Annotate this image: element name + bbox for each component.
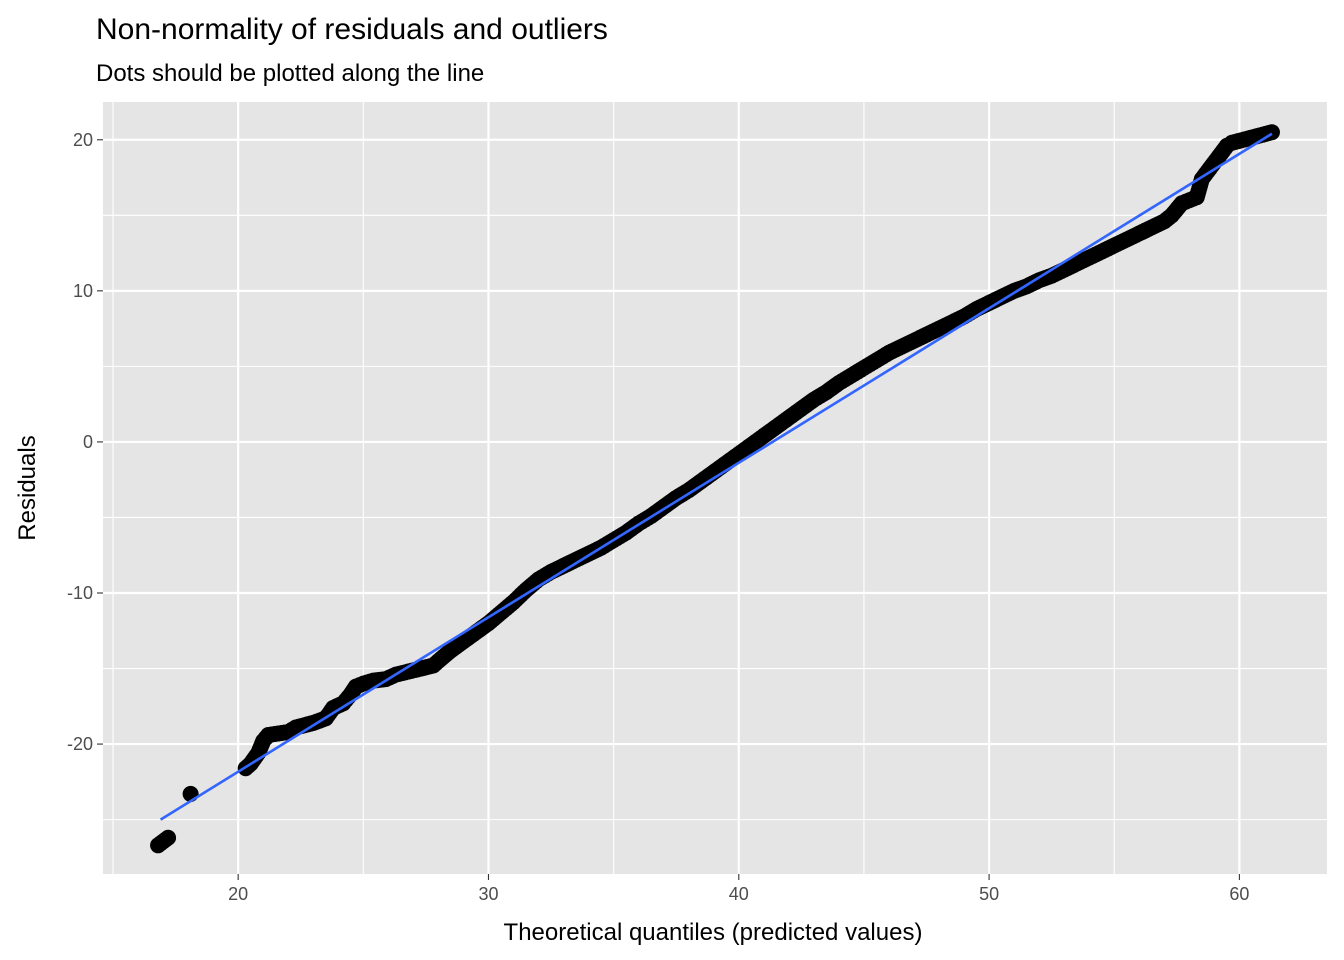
y-axis-ticks: -20 -10 0 10 20	[67, 130, 103, 754]
y-axis-title: Residuals	[14, 435, 41, 540]
data-point	[160, 829, 177, 846]
x-tick-label: 50	[979, 884, 999, 904]
x-axis-title: Theoretical quantiles (predicted values)	[504, 919, 923, 946]
chart-subtitle: Dots should be plotted along the line	[96, 60, 484, 87]
major-gridlines	[103, 102, 1327, 874]
y-tick-label: -10	[67, 583, 93, 603]
y-tick-label: 20	[73, 130, 93, 150]
minor-gridlines	[103, 102, 1327, 874]
x-tick-label: 60	[1229, 884, 1249, 904]
x-tick-label: 30	[478, 884, 498, 904]
reference-line	[159, 132, 1273, 821]
y-tick-label: 0	[83, 432, 93, 452]
plot-panel	[103, 102, 1327, 874]
data-point	[182, 785, 199, 802]
chart-title: Non-normality of residuals and outliers	[96, 13, 608, 46]
x-axis-ticks: 20 30 40 50 60	[228, 874, 1249, 904]
y-tick-label: -20	[67, 734, 93, 754]
y-tick-label: 10	[73, 281, 93, 301]
x-tick-label: 40	[729, 884, 749, 904]
x-tick-label: 20	[228, 884, 248, 904]
residual-points	[150, 124, 1280, 854]
